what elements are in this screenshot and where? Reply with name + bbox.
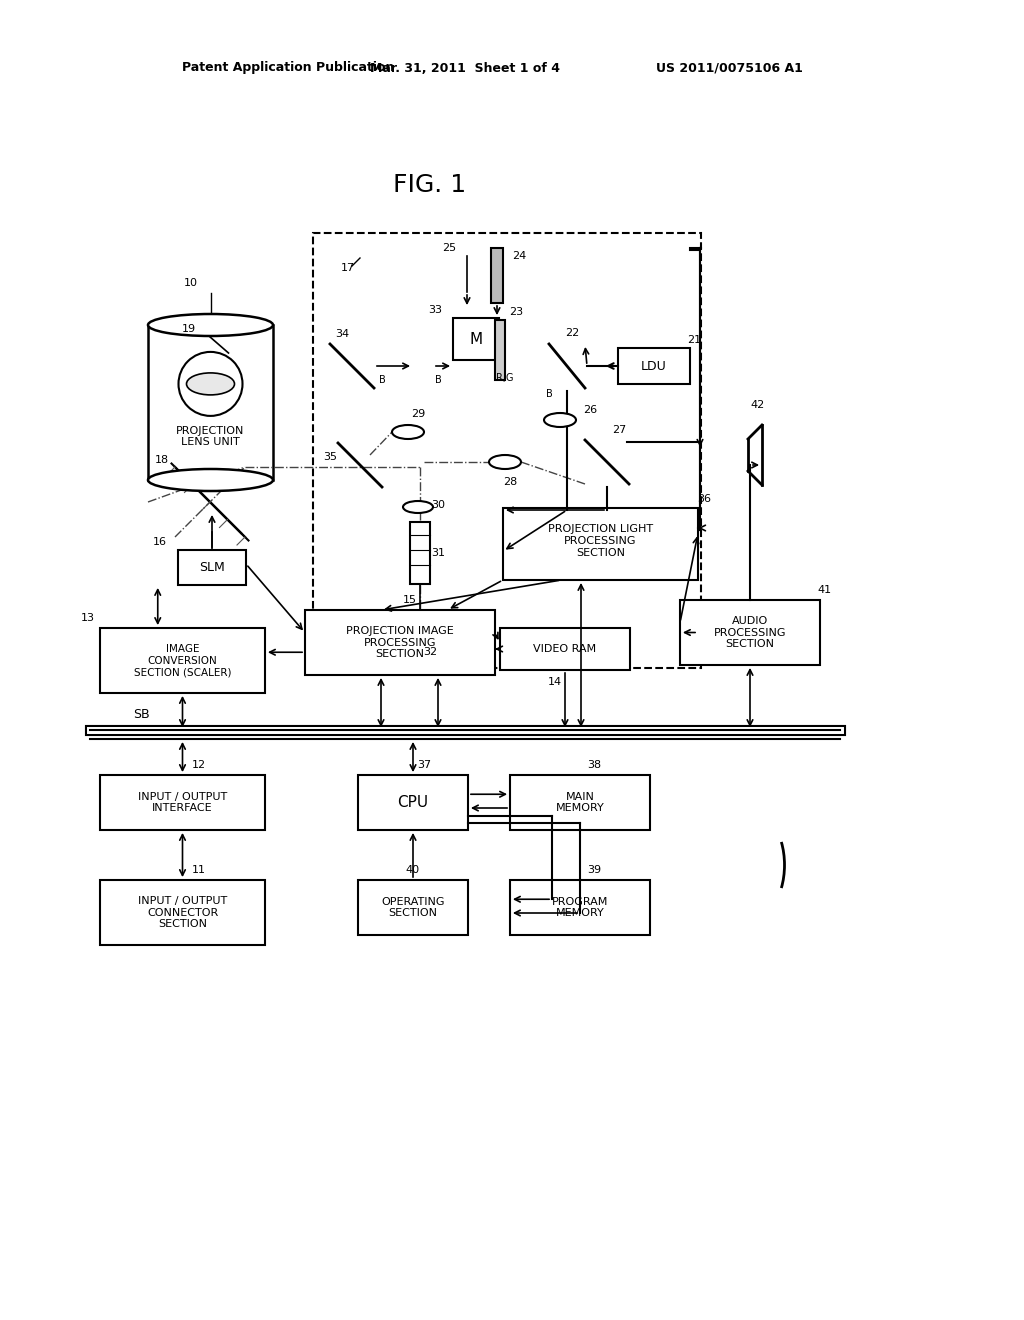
Text: B: B [546,389,552,399]
Bar [510,880,650,935]
Bar [313,234,701,668]
Text: 13: 13 [81,612,95,623]
Ellipse shape [148,314,273,337]
Text: PROGRAM
MEMORY: PROGRAM MEMORY [552,896,608,919]
Text: 36: 36 [697,494,711,504]
Text: INPUT / OUTPUT
CONNECTOR
SECTION: INPUT / OUTPUT CONNECTOR SECTION [138,896,227,929]
Text: B: B [379,375,385,385]
Text: R,G: R,G [497,374,514,383]
Text: 24: 24 [512,251,526,261]
Text: B: B [434,375,441,385]
Text: 42: 42 [751,400,765,411]
Bar [178,550,246,585]
Bar [503,508,698,579]
Bar [490,248,503,304]
Text: 15: 15 [403,595,417,605]
Text: SLM: SLM [199,561,225,574]
Text: MAIN
MEMORY: MAIN MEMORY [556,792,604,813]
Ellipse shape [544,413,575,426]
Ellipse shape [403,502,433,513]
Text: PROJECTION LIGHT
PROCESSING
SECTION: PROJECTION LIGHT PROCESSING SECTION [548,524,653,557]
Text: 40: 40 [406,865,420,875]
Text: 34: 34 [335,329,349,339]
Bar [100,880,265,945]
Text: CPU: CPU [397,795,429,810]
Ellipse shape [148,469,273,491]
Text: FIG. 1: FIG. 1 [393,173,467,197]
Bar [510,775,650,830]
Text: 28: 28 [503,477,517,487]
Text: 14: 14 [548,677,562,686]
Bar [100,628,265,693]
Text: Mar. 31, 2011  Sheet 1 of 4: Mar. 31, 2011 Sheet 1 of 4 [370,62,560,74]
Text: 17: 17 [341,263,355,273]
Text: 19: 19 [181,323,196,334]
Text: US 2011/0075106 A1: US 2011/0075106 A1 [656,62,803,74]
Text: 21: 21 [687,335,701,345]
Text: 12: 12 [191,760,206,770]
Text: 41: 41 [817,585,831,595]
Text: 10: 10 [183,279,198,288]
Bar [358,775,468,830]
Circle shape [178,352,243,416]
Ellipse shape [392,425,424,440]
Bar [358,880,468,935]
Text: LDU: LDU [641,359,667,372]
Bar [500,628,630,671]
Ellipse shape [489,455,521,469]
Text: M: M [469,331,482,346]
Text: VIDEO RAM: VIDEO RAM [534,644,597,653]
Text: 31: 31 [431,548,445,558]
Text: 30: 30 [431,500,445,510]
Bar [100,775,265,830]
Text: 39: 39 [587,865,601,875]
Text: 22: 22 [565,327,580,338]
Text: Patent Application Publication: Patent Application Publication [182,62,394,74]
Text: 26: 26 [583,405,597,414]
Bar [410,521,430,583]
Text: 27: 27 [612,425,626,436]
Text: 35: 35 [323,451,337,462]
Text: 29: 29 [411,409,425,418]
Text: AUDIO
PROCESSING
SECTION: AUDIO PROCESSING SECTION [714,616,786,649]
Bar [148,325,273,480]
Text: 23: 23 [509,308,523,317]
Text: 38: 38 [587,760,601,770]
Text: PROJECTION IMAGE
PROCESSING
SECTION: PROJECTION IMAGE PROCESSING SECTION [346,626,454,659]
Text: 16: 16 [153,537,167,546]
Text: SB: SB [133,709,150,722]
Text: 25: 25 [442,243,456,253]
Ellipse shape [186,372,234,395]
Text: 32: 32 [423,647,437,657]
Text: INPUT / OUTPUT
INTERFACE: INPUT / OUTPUT INTERFACE [138,792,227,813]
Bar [495,319,505,380]
Text: 11: 11 [193,865,206,875]
Text: 18: 18 [155,455,169,465]
Text: 37: 37 [417,760,431,770]
Bar [680,601,820,665]
Text: 33: 33 [428,305,442,315]
Bar [305,610,495,675]
Bar [618,348,690,384]
Text: OPERATING
SECTION: OPERATING SECTION [381,896,444,919]
Text: PROJECTION
LENS UNIT: PROJECTION LENS UNIT [176,426,245,447]
Bar [453,318,499,360]
Text: IMAGE
CONVERSION
SECTION (SCALER): IMAGE CONVERSION SECTION (SCALER) [134,644,231,677]
